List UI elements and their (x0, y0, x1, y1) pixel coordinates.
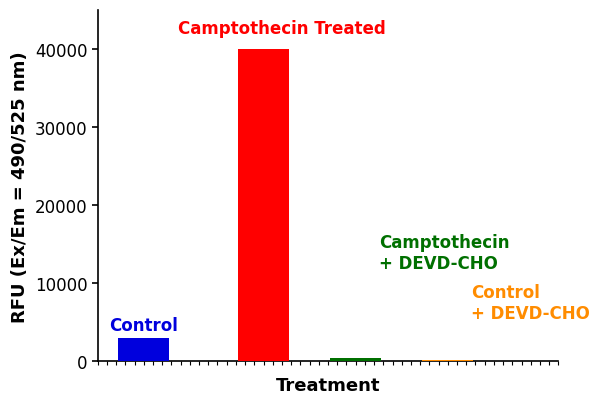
Bar (422, 360, 473, 362)
Bar (331, 358, 381, 362)
Bar (238, 50, 289, 362)
Y-axis label: RFU (Ex/Em = 490/525 nm): RFU (Ex/Em = 490/525 nm) (11, 51, 29, 322)
X-axis label: Treatment: Treatment (276, 376, 380, 394)
Text: Control: Control (109, 316, 178, 334)
Text: Camptothecin
+ DEVD-CHO: Camptothecin + DEVD-CHO (379, 233, 509, 272)
Text: Control
+ DEVD-CHO: Control + DEVD-CHO (471, 284, 590, 322)
Bar (118, 338, 169, 362)
Text: Camptothecin Treated: Camptothecin Treated (178, 20, 386, 38)
